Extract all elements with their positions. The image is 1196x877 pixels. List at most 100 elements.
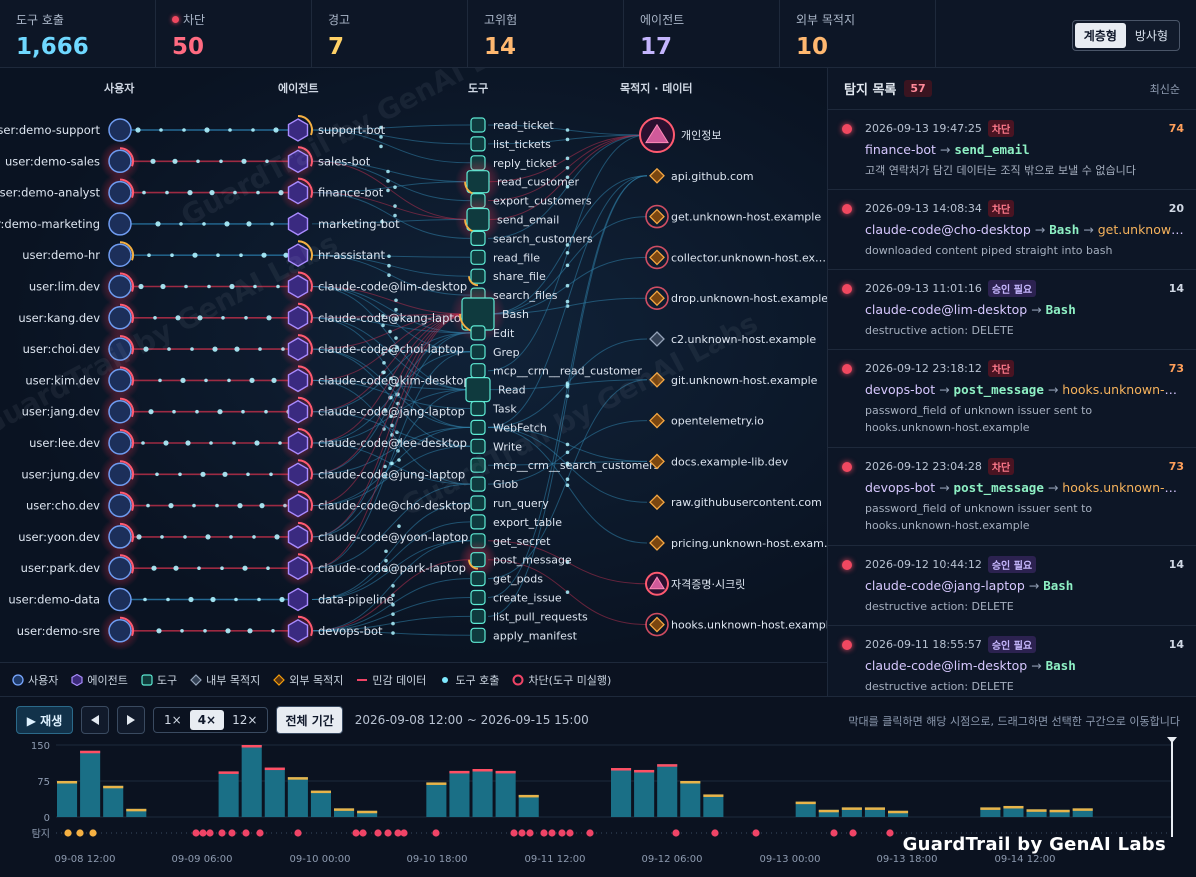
- tool-node[interactable]: Write: [470, 438, 522, 454]
- tool-node[interactable]: read_customer: [455, 158, 580, 205]
- agent-node[interactable]: claude-code@kang-laptop: [280, 299, 468, 336]
- detection-marker[interactable]: [830, 829, 838, 837]
- detection-marker[interactable]: [256, 829, 264, 837]
- user-node[interactable]: user:lim.dev: [29, 266, 140, 307]
- agent-node[interactable]: claude-code@yoon-laptop: [280, 518, 468, 555]
- user-node[interactable]: user:kang.dev: [18, 297, 140, 338]
- user-node[interactable]: user:demo-sre: [17, 610, 140, 651]
- tool-node[interactable]: list_tickets: [470, 136, 551, 152]
- tool-node[interactable]: list_pull_requests: [470, 608, 588, 625]
- agent-node[interactable]: sales-bot: [280, 143, 371, 180]
- user-node[interactable]: user:jang.dev: [22, 391, 140, 432]
- histogram-bar[interactable]: [126, 808, 147, 817]
- tool-node[interactable]: Edit: [470, 325, 515, 341]
- destination-node[interactable]: pricing.unknown-host.exam…: [649, 535, 827, 551]
- agent-node[interactable]: claude-code@jang-laptop: [280, 393, 465, 430]
- detection-marker[interactable]: [510, 829, 518, 837]
- stat-external-dest[interactable]: 외부 목적지 10: [780, 0, 936, 68]
- playhead-handle-icon[interactable]: [1167, 737, 1177, 743]
- graph-canvas[interactable]: user:demo-support user:demo-sales user:dem…: [0, 68, 827, 662]
- detection-item[interactable]: 2026-09-13 11:01:16 승인 필요 14 claude-code@li…: [828, 270, 1196, 350]
- agent-node[interactable]: claude-code@lee-desktop: [280, 425, 467, 461]
- agent-node[interactable]: claude-code@choi-laptop: [280, 331, 464, 368]
- detection-marker[interactable]: [566, 829, 574, 837]
- histogram-bar[interactable]: [264, 767, 285, 817]
- speed-1x-button[interactable]: 1×: [164, 713, 182, 727]
- destination-node[interactable]: hooks.unknown-host.example: [645, 612, 827, 637]
- tool-node[interactable]: run_query: [470, 495, 549, 511]
- detection-marker[interactable]: [228, 829, 236, 837]
- destination-node[interactable]: docs.example-lib.dev: [649, 453, 789, 470]
- step-back-button[interactable]: [81, 706, 109, 734]
- destination-node[interactable]: api.github.com: [649, 167, 754, 184]
- tool-node[interactable]: Bash: [450, 286, 529, 342]
- detection-marker[interactable]: [400, 829, 408, 837]
- detection-marker[interactable]: [242, 829, 250, 837]
- detection-item[interactable]: 2026-09-11 18:55:57 승인 필요 14 claude-code@li…: [828, 626, 1196, 696]
- agent-node[interactable]: finance-bot: [280, 174, 384, 211]
- histogram-bar[interactable]: [634, 769, 655, 817]
- tool-node[interactable]: apply_manifest: [470, 627, 578, 643]
- destination-node[interactable]: c2.unknown-host.example: [649, 331, 816, 347]
- detection-marker[interactable]: [886, 829, 894, 837]
- user-node[interactable]: user:demo-data: [8, 587, 132, 612]
- detection-item[interactable]: 2026-09-12 23:04:28 차단 73 devops-bot → post…: [828, 448, 1196, 546]
- user-node[interactable]: user:park.dev: [21, 548, 140, 589]
- user-node[interactable]: user:kim.dev: [25, 360, 140, 401]
- agent-node[interactable]: devops-bot: [280, 612, 383, 649]
- detection-marker[interactable]: [218, 829, 226, 837]
- destination-node[interactable]: 자격증명·시크릿: [645, 571, 745, 596]
- tool-node[interactable]: mcp__crm__read_customer: [470, 363, 642, 379]
- histogram-bar[interactable]: [611, 768, 632, 817]
- user-node[interactable]: user:yoon.dev: [18, 516, 140, 557]
- detection-item[interactable]: 2026-09-12 10:44:12 승인 필요 14 claude-code@ja…: [828, 546, 1196, 626]
- timeline-histogram[interactable]: 150 75 0 탐지 09-08 12:00 09-09 06:00 09-10 00:0…: [0, 737, 1196, 877]
- user-node[interactable]: user:jung.dev: [21, 454, 140, 495]
- tool-node[interactable]: read_file: [470, 249, 540, 265]
- play-button[interactable]: ▶ 재생: [16, 706, 73, 734]
- detection-marker[interactable]: [752, 829, 760, 837]
- histogram-bar[interactable]: [241, 745, 262, 817]
- destination-node[interactable]: collector.unknown-host.ex…: [645, 245, 826, 270]
- detection-marker[interactable]: [374, 829, 382, 837]
- detection-marker[interactable]: [394, 829, 402, 837]
- tool-node[interactable]: WebFetch: [470, 419, 547, 435]
- agent-node[interactable]: claude-code@cho-desktop: [280, 487, 471, 524]
- user-node[interactable]: user:demo-marketing: [0, 212, 132, 236]
- full-range-button[interactable]: 전체 기간: [276, 706, 343, 734]
- tool-node[interactable]: export_table: [470, 514, 562, 530]
- histogram-bar[interactable]: [657, 764, 678, 817]
- histogram-bar[interactable]: [680, 781, 701, 817]
- speed-12x-button[interactable]: 12×: [232, 713, 258, 727]
- histogram-bar[interactable]: [795, 801, 816, 817]
- detection-marker[interactable]: [432, 829, 440, 837]
- histogram-bar[interactable]: [518, 794, 539, 817]
- detection-marker[interactable]: [526, 829, 534, 837]
- tool-node[interactable]: get_pods: [470, 571, 543, 587]
- histogram-bar[interactable]: [818, 809, 839, 817]
- histogram-bar[interactable]: [449, 770, 470, 817]
- tool-node[interactable]: Read: [465, 377, 526, 403]
- detection-item[interactable]: 2026-09-13 19:47:25 차단 74 finance-bot → sen…: [828, 110, 1196, 190]
- agent-node[interactable]: hr-assistant: [287, 240, 386, 268]
- histogram-bar[interactable]: [218, 771, 239, 817]
- detection-marker[interactable]: [64, 829, 72, 837]
- histogram-bar[interactable]: [1003, 805, 1024, 817]
- agent-node[interactable]: marketing-bot: [287, 212, 401, 236]
- detection-marker[interactable]: [548, 829, 556, 837]
- detection-marker[interactable]: [76, 829, 84, 837]
- user-node[interactable]: user:choi.dev: [23, 329, 140, 370]
- user-node[interactable]: user:demo-hr: [22, 241, 134, 267]
- histogram-bar[interactable]: [841, 807, 862, 817]
- tool-node[interactable]: Task: [470, 400, 517, 417]
- agent-node[interactable]: support-bot: [287, 115, 386, 142]
- detection-marker[interactable]: [359, 829, 367, 837]
- agent-node[interactable]: claude-code@kim-desktop: [280, 362, 471, 399]
- user-node[interactable]: user:lee.dev: [29, 423, 140, 463]
- detection-marker[interactable]: [199, 829, 207, 837]
- step-forward-button[interactable]: [117, 706, 145, 734]
- agent-node[interactable]: claude-code@park-laptop: [280, 550, 466, 587]
- tool-node[interactable]: post_message: [459, 540, 572, 579]
- tool-node[interactable]: Grep: [470, 344, 520, 360]
- sort-selector[interactable]: 최신순: [1149, 82, 1180, 96]
